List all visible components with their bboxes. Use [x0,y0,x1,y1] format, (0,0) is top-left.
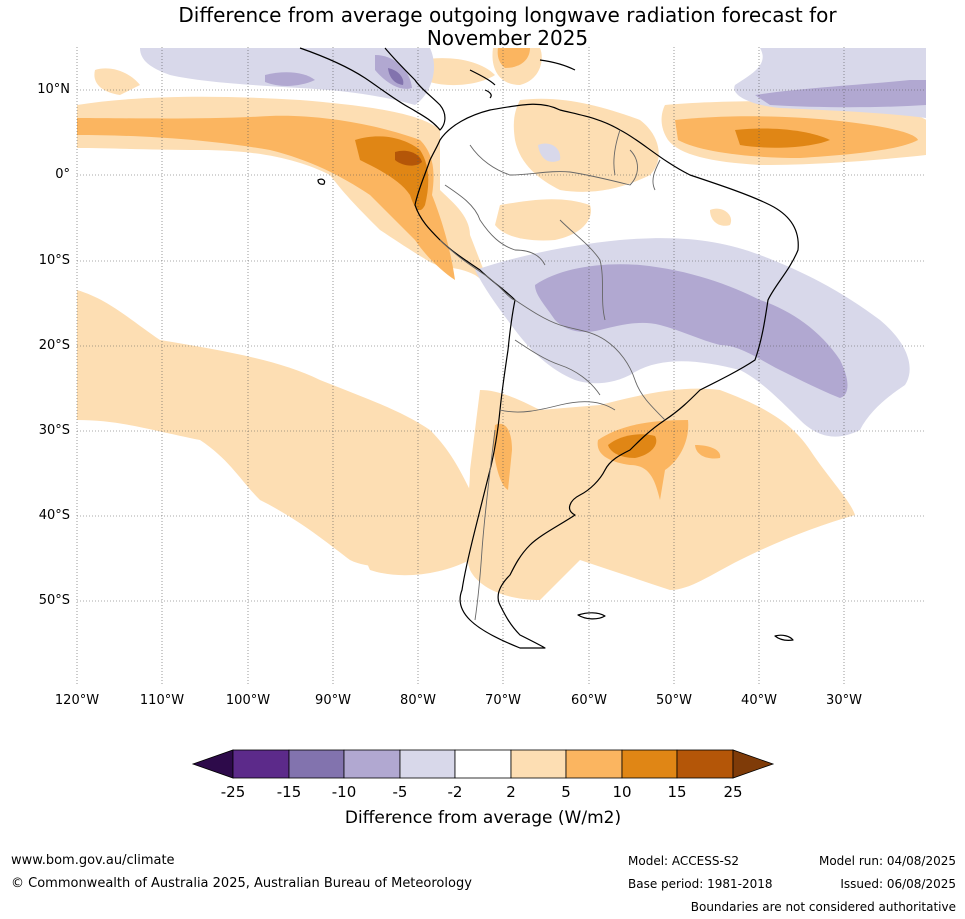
colorbar-bin-3 [343,749,401,779]
anomaly-region-pos-strong [608,434,657,458]
colorbar-bin-6 [510,749,567,779]
anomaly-region-pos-light [77,290,470,567]
lat-label-10s: 10°S [38,253,70,268]
anomaly-region-neg-strong [388,68,404,85]
anomaly-region-neg-medium [755,80,926,108]
lat-label-50s: 50°S [38,593,70,608]
footer-issued: Issued: 06/08/2025 [840,877,956,891]
colorbar-title: Difference from average (W/m2) [344,808,622,828]
anomaly-region-pos-light [420,58,495,86]
lat-label-40s: 40°S [38,508,70,523]
colorbar-tick: -10 [331,783,357,801]
colorbar-bin-7 [565,749,623,779]
anomaly-region-pos-light [710,208,732,226]
footer-disclaimer: Boundaries are not considered authoritat… [690,900,956,914]
anomaly-region-neg-medium [535,264,848,398]
anomaly-region-pos-strong [735,128,830,148]
falkland-islands [577,612,606,620]
colorbar-tick: -15 [276,783,302,801]
colorbar-tick: 5 [561,783,571,801]
colorbar-bin-4 [399,749,456,779]
colorbar-extend-high [732,749,775,779]
colorbar-bin-8 [621,749,678,779]
lat-label-30s: 30°S [38,423,70,438]
colorbar-tick: 10 [612,783,632,801]
colorbar-bin-2 [288,749,345,779]
anomaly-region-neg-medium [265,72,315,86]
title-line-1: Difference from average outgoing longwav… [178,3,837,27]
anomaly-region-pos-extreme [395,150,422,166]
lat-label-10n: 10°N [37,82,70,97]
lat-label-20s: 20°S [38,338,70,353]
lon-label-30w: 30°W [826,693,862,708]
anomaly-region-neg-light [538,143,561,162]
footer-website-link[interactable]: www.bom.gov.au/climate [11,853,175,868]
colorbar-bin-1 [232,749,290,779]
galapagos-islands [317,178,326,185]
colorbar-tick: 2 [506,783,516,801]
chart-title: Difference from average outgoing longwav… [0,4,965,50]
anomaly-region-pos-light [365,504,470,576]
colorbar-bin-9 [676,749,734,779]
colorbar-tick: 25 [723,783,743,801]
colorbar-extend-low [191,749,234,779]
footer-copyright: © Commonwealth of Australia 2025, Austra… [11,876,472,891]
lat-label-0: 0° [55,167,70,182]
caribbean-islands [469,59,576,99]
lon-label-50w: 50°W [656,693,692,708]
south-georgia [774,634,794,641]
central-america-coastline [299,47,446,131]
lon-label-40w: 40°W [741,693,777,708]
footer-model: Model: ACCESS-S2 [628,854,740,868]
lon-label-90w: 90°W [315,693,351,708]
colorbar-tick: -2 [447,783,463,801]
colorbar-bin-5 [454,749,512,779]
anomaly-region-pos-light [513,98,659,192]
colorbar-tick: 15 [667,783,687,801]
anomaly-region-pos-light [495,199,591,241]
south-america-coastline [414,103,799,649]
colorbar-tick: -5 [392,783,408,801]
lon-label-110w: 110°W [139,693,185,708]
colorbar [191,749,775,779]
anomaly-region-pos-light [94,68,140,95]
country-borders [439,129,666,621]
lon-label-60w: 60°W [571,693,607,708]
anomaly-region-pos-medium [493,423,512,490]
title-line-2: November 2025 [426,26,589,50]
colorbar-tick: -25 [220,783,246,801]
lon-label-100w: 100°W [225,693,271,708]
footer-base-period: Base period: 1981-2018 [628,877,773,891]
map-gridlines [76,47,926,685]
lon-label-80w: 80°W [400,693,436,708]
anomaly-region-pos-medium [695,445,721,459]
footer-model-run: Model run: 04/08/2025 [818,854,956,868]
anomaly-region-pos-medium [497,48,530,68]
coastlines [299,47,799,649]
lon-label-120w: 120°W [54,693,100,708]
anomaly-shading [77,48,926,600]
lon-label-70w: 70°W [485,693,521,708]
